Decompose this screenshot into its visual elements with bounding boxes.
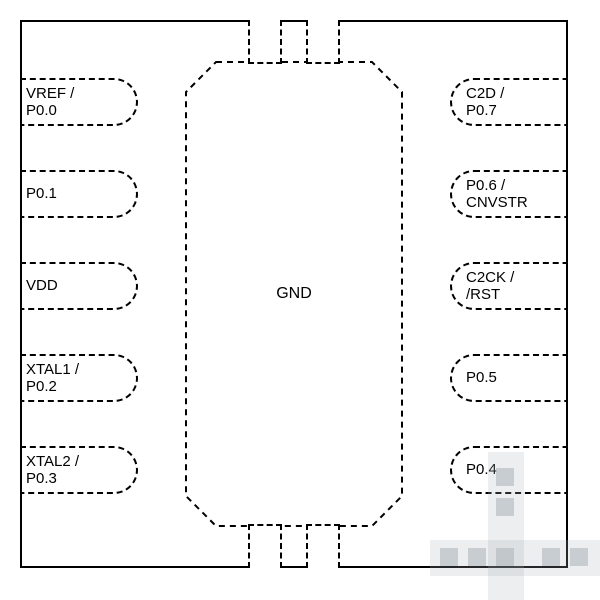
watermark-cell	[496, 548, 514, 566]
top-notch-1	[248, 20, 282, 64]
center-pad-label: GND	[276, 285, 312, 303]
pin-vdd: VDD	[20, 262, 138, 310]
pin-label: XTAL2 / P0.3	[26, 453, 79, 488]
pin-label: VREF / P0.0	[26, 85, 74, 120]
watermark-cell	[440, 548, 458, 566]
pin-xtal1-p02: XTAL1 / P0.2	[20, 354, 138, 402]
pin-label: C2CK / /RST	[466, 269, 514, 304]
pin-label: VDD	[26, 277, 58, 294]
bottom-notch-1	[248, 524, 282, 568]
pin-label: P0.1	[26, 185, 57, 202]
pin-label: C2D / P0.7	[466, 85, 504, 120]
pin-label: P0.5	[466, 369, 497, 386]
watermark-cell	[570, 548, 588, 566]
top-notch-2	[306, 20, 340, 64]
pin-c2ck-rst: C2CK / /RST	[450, 262, 568, 310]
pin-p05: P0.5	[450, 354, 568, 402]
watermark-cell	[542, 548, 560, 566]
watermark-cell	[468, 548, 486, 566]
pin-vref-p00: VREF / P0.0	[20, 78, 138, 126]
pin-p01: P0.1	[20, 170, 138, 218]
center-pad-label-box: GND	[186, 62, 402, 526]
pin-xtal2-p03: XTAL2 / P0.3	[20, 446, 138, 494]
pin-p06-cnvstr: P0.6 / CNVSTR	[450, 170, 568, 218]
bottom-notch-2	[306, 524, 340, 568]
watermark-cell	[496, 498, 514, 516]
pin-label: XTAL1 / P0.2	[26, 361, 79, 396]
pin-label: P0.6 / CNVSTR	[466, 177, 528, 212]
watermark-cell	[496, 468, 514, 486]
pin-c2d-p07: C2D / P0.7	[450, 78, 568, 126]
